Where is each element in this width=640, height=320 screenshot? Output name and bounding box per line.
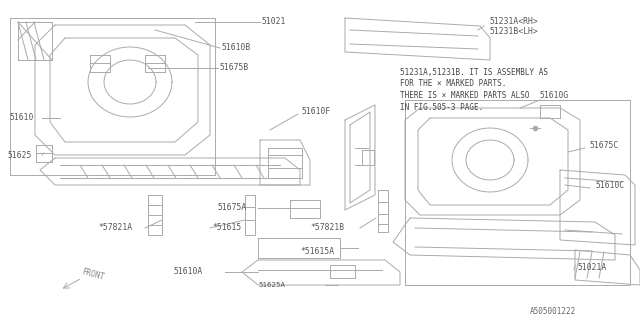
Text: THERE IS × MARKED PARTS ALSO: THERE IS × MARKED PARTS ALSO — [400, 92, 529, 100]
Text: 51675A: 51675A — [218, 204, 247, 212]
Text: 51610F: 51610F — [302, 108, 332, 116]
Text: A505001222: A505001222 — [530, 308, 576, 316]
Text: 51610B: 51610B — [222, 44, 252, 52]
Text: IN FIG.505-3 PAGE.: IN FIG.505-3 PAGE. — [400, 103, 483, 113]
Text: 51610A: 51610A — [174, 268, 204, 276]
Text: 51021: 51021 — [262, 18, 286, 27]
Text: 51610: 51610 — [10, 114, 35, 123]
Text: 51610C: 51610C — [595, 180, 624, 189]
Text: 51675C: 51675C — [590, 140, 620, 149]
Text: 51231A<RH>: 51231A<RH> — [490, 18, 539, 27]
Text: 51675B: 51675B — [220, 63, 249, 73]
Text: 51231B<LH>: 51231B<LH> — [490, 28, 539, 36]
Text: FOR THE × MARKED PARTS.: FOR THE × MARKED PARTS. — [400, 79, 506, 89]
Text: *57821A: *57821A — [98, 223, 132, 233]
Text: FRONT: FRONT — [81, 268, 106, 282]
Text: 51231A,51231B. IT IS ASSEMBLY AS: 51231A,51231B. IT IS ASSEMBLY AS — [400, 68, 548, 76]
Text: 51625: 51625 — [8, 150, 33, 159]
Text: 51021A: 51021A — [578, 263, 607, 273]
Text: 51610G: 51610G — [540, 91, 569, 100]
Text: *57821B: *57821B — [310, 223, 344, 233]
Text: 51625A: 51625A — [258, 282, 285, 288]
Text: *51615A: *51615A — [300, 247, 334, 257]
Text: *51615: *51615 — [212, 223, 241, 233]
